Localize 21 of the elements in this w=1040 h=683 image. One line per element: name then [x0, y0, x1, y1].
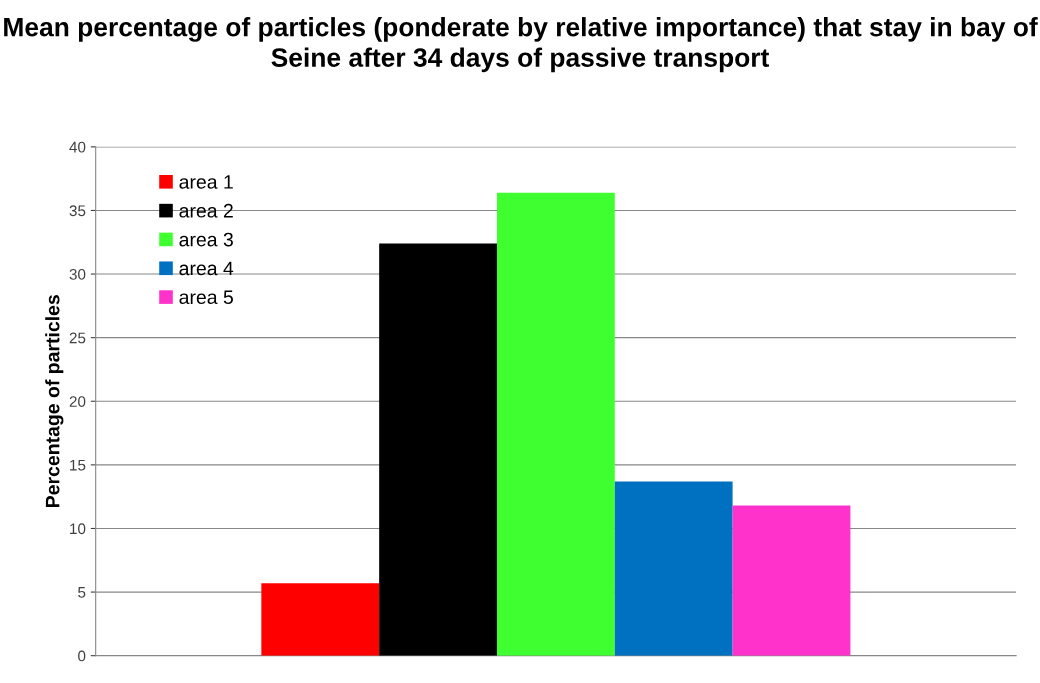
bar: [379, 243, 497, 656]
legend-label: area 5: [179, 290, 233, 305]
legend-label: area 1: [179, 175, 233, 189]
y-tick-label: 25: [69, 332, 86, 344]
legend-label: area 4: [179, 261, 234, 276]
y-tick-label: 0: [78, 650, 86, 662]
y-tick-label: 10: [70, 523, 86, 535]
y-tick-label: 15: [70, 459, 86, 471]
bar: [261, 583, 380, 656]
y-axis-title: Percentage of particles: [45, 295, 64, 507]
legend-label: area 3: [179, 232, 233, 247]
y-tick-label: 30: [69, 268, 86, 280]
y-tick-label: 20: [69, 396, 86, 407]
bar: [614, 481, 733, 656]
legend-label: area 2: [179, 203, 233, 218]
bar: [732, 505, 851, 656]
bar: [496, 192, 615, 656]
chart-title: Mean percentage of particles (ponderate by relative importance) that stay in bay of Seine after 34 days of passive transport: [4, 17, 1038, 73]
y-tick-label: 5: [78, 587, 86, 598]
y-tick-label: 40: [69, 141, 86, 153]
y-tick-label: 35: [69, 205, 86, 217]
